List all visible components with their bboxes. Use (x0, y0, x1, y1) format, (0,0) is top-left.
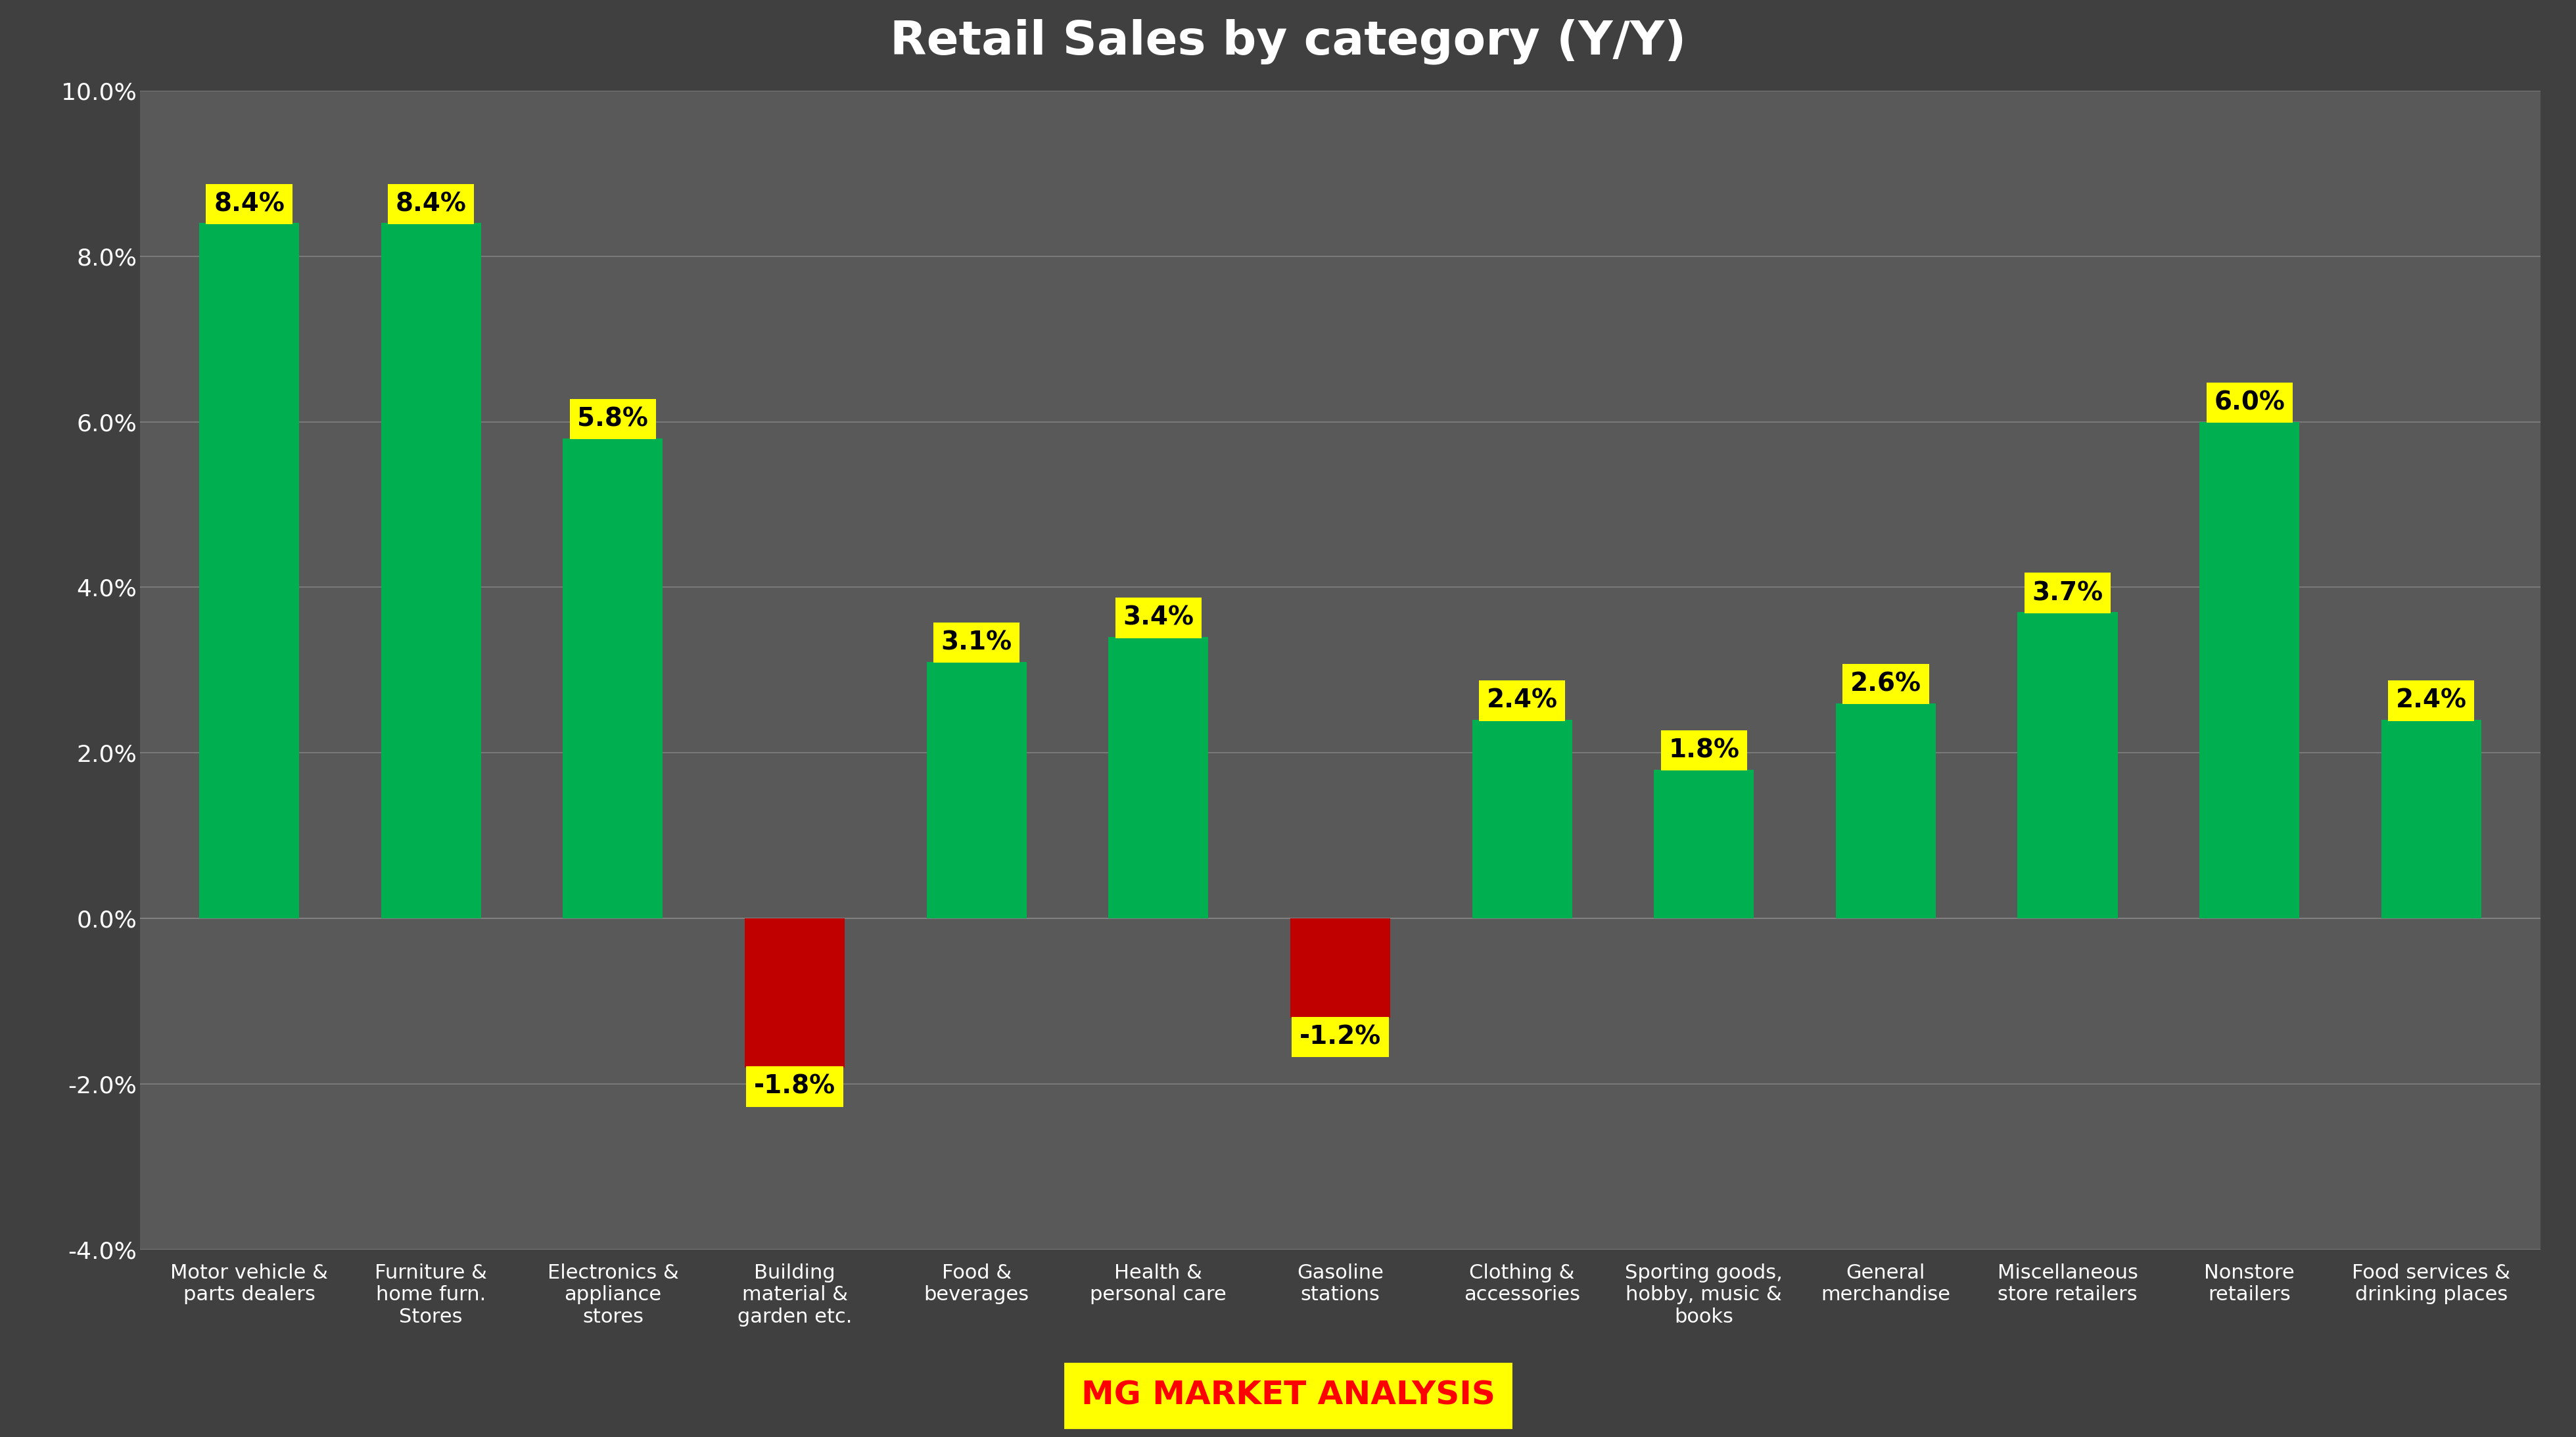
Bar (1837, 703, 1935, 918)
Text: 3.7%: 3.7% (2032, 581, 2102, 605)
Text: 3.1%: 3.1% (940, 631, 1012, 655)
Bar (744, 918, 845, 1068)
Bar (381, 223, 482, 918)
Bar (1654, 769, 1754, 918)
Text: MG MARKET ANALYSIS: MG MARKET ANALYSIS (1082, 1380, 1494, 1411)
Text: 2.4%: 2.4% (1486, 688, 1558, 713)
Bar (2017, 612, 2117, 918)
Bar (927, 662, 1028, 918)
Text: 2.6%: 2.6% (1850, 671, 1922, 697)
Text: 2.4%: 2.4% (2396, 688, 2468, 713)
Text: 8.4%: 8.4% (214, 191, 283, 217)
Bar (1108, 637, 1208, 918)
Text: -1.2%: -1.2% (1298, 1025, 1381, 1049)
Text: 5.8%: 5.8% (577, 407, 649, 431)
Bar (198, 223, 299, 918)
Bar (2380, 720, 2481, 918)
Bar (564, 438, 662, 918)
Bar (2200, 421, 2300, 918)
Bar (1471, 720, 1571, 918)
Text: 8.4%: 8.4% (397, 191, 466, 217)
Text: 1.8%: 1.8% (1669, 737, 1739, 763)
Text: 3.4%: 3.4% (1123, 605, 1193, 631)
Text: Retail Sales by category (Y/Y): Retail Sales by category (Y/Y) (889, 19, 1687, 65)
Text: -1.8%: -1.8% (755, 1073, 835, 1099)
Bar (1291, 918, 1391, 1017)
Text: 6.0%: 6.0% (2213, 389, 2285, 415)
